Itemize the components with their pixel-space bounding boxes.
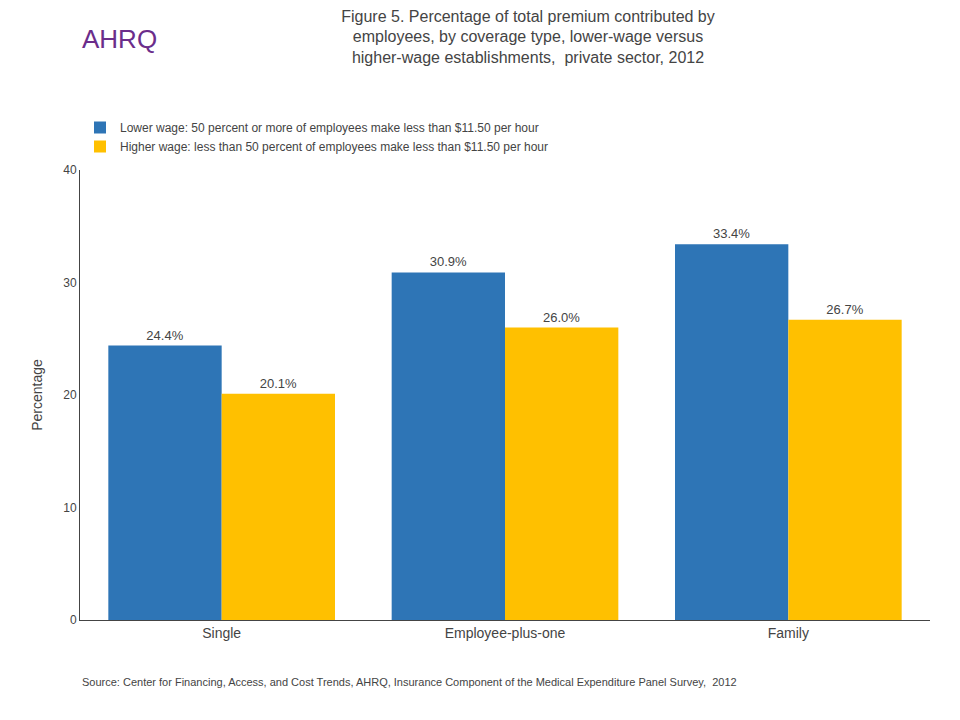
svg-text:10: 10	[63, 501, 77, 515]
svg-text:0: 0	[70, 613, 77, 627]
svg-text:Higher wage: less than 50 perc: Higher wage: less than 50 percent of emp…	[120, 140, 548, 154]
svg-text:40: 40	[63, 163, 77, 177]
svg-text:Single: Single	[202, 625, 241, 641]
svg-text:24.4%: 24.4%	[146, 328, 183, 343]
svg-text:Percentage: Percentage	[29, 359, 45, 431]
svg-text:Source: Center for Financing,: Source: Center for Financing, Access, an…	[82, 676, 737, 688]
svg-text:Lower wage: 50 percent or more: Lower wage: 50 percent or more of employ…	[120, 121, 539, 135]
svg-text:Figure 5. Percentage of total: Figure 5. Percentage of total premium co…	[341, 8, 715, 67]
svg-text:Family: Family	[768, 625, 809, 641]
svg-text:30: 30	[63, 276, 77, 290]
svg-text:AHRQ: AHRQ	[82, 24, 157, 54]
svg-text:Employee-plus-one: Employee-plus-one	[445, 625, 566, 641]
svg-text:26.7%: 26.7%	[826, 302, 863, 317]
svg-text:33.4%: 33.4%	[713, 226, 750, 241]
svg-text:30.9%: 30.9%	[430, 254, 467, 269]
svg-text:26.0%: 26.0%	[543, 310, 580, 325]
svg-text:20.1%: 20.1%	[260, 376, 297, 391]
svg-text:20: 20	[63, 388, 77, 402]
